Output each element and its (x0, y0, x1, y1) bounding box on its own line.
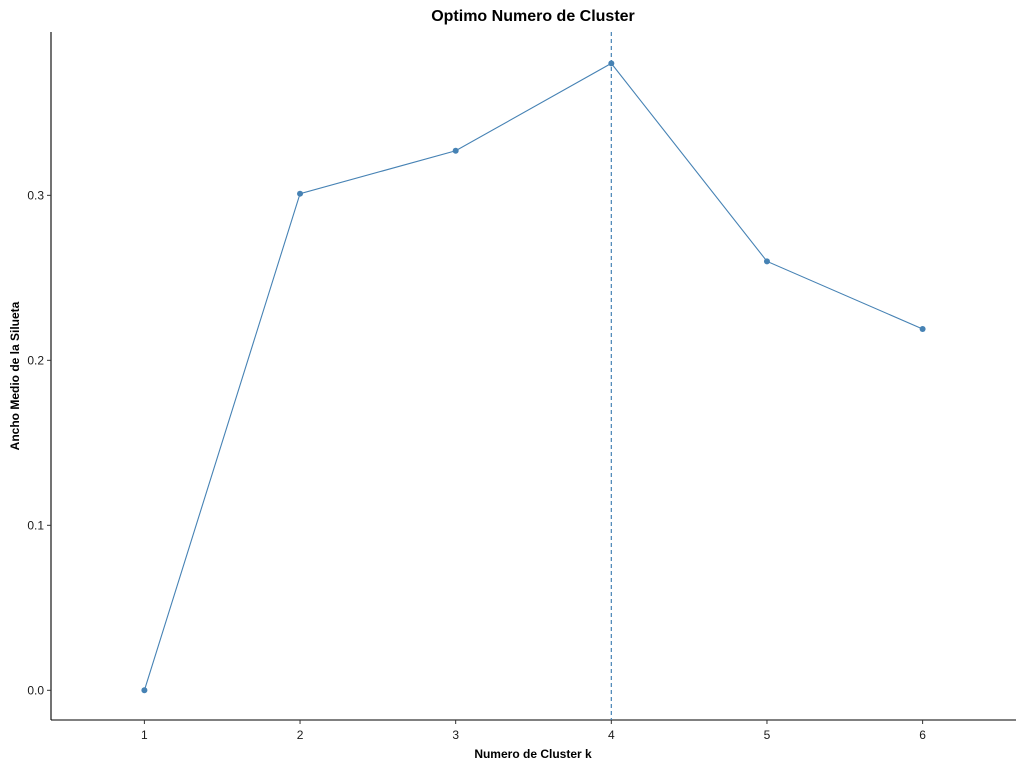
data-point (452, 147, 459, 154)
x-tick-label: 4 (608, 728, 615, 742)
x-tick-label: 5 (764, 728, 771, 742)
y-axis-title: Ancho Medio de la Silueta (8, 301, 22, 450)
series-line (143, 62, 923, 691)
data-point (763, 258, 770, 265)
data-point (297, 190, 304, 197)
x-axis-title: Numero de Cluster k (474, 747, 592, 761)
data-point (141, 687, 148, 694)
y-tick-label: 0.2 (27, 353, 44, 367)
y-tick-label: 0.0 (27, 683, 44, 697)
chart-title: Optimo Numero de Cluster (431, 8, 635, 25)
x-tick-label: 6 (919, 728, 926, 742)
y-tick-label: 0.3 (27, 188, 44, 202)
plot-area: 1 2 3 4 5 6 0.0 0.1 0.2 0.3 (27, 32, 1016, 742)
x-tick-label: 3 (452, 728, 459, 742)
data-point (919, 325, 926, 332)
y-tick-label: 0.1 (27, 518, 44, 532)
x-tick-label: 1 (141, 728, 148, 742)
x-tick-label: 2 (297, 728, 304, 742)
data-point (608, 60, 615, 67)
